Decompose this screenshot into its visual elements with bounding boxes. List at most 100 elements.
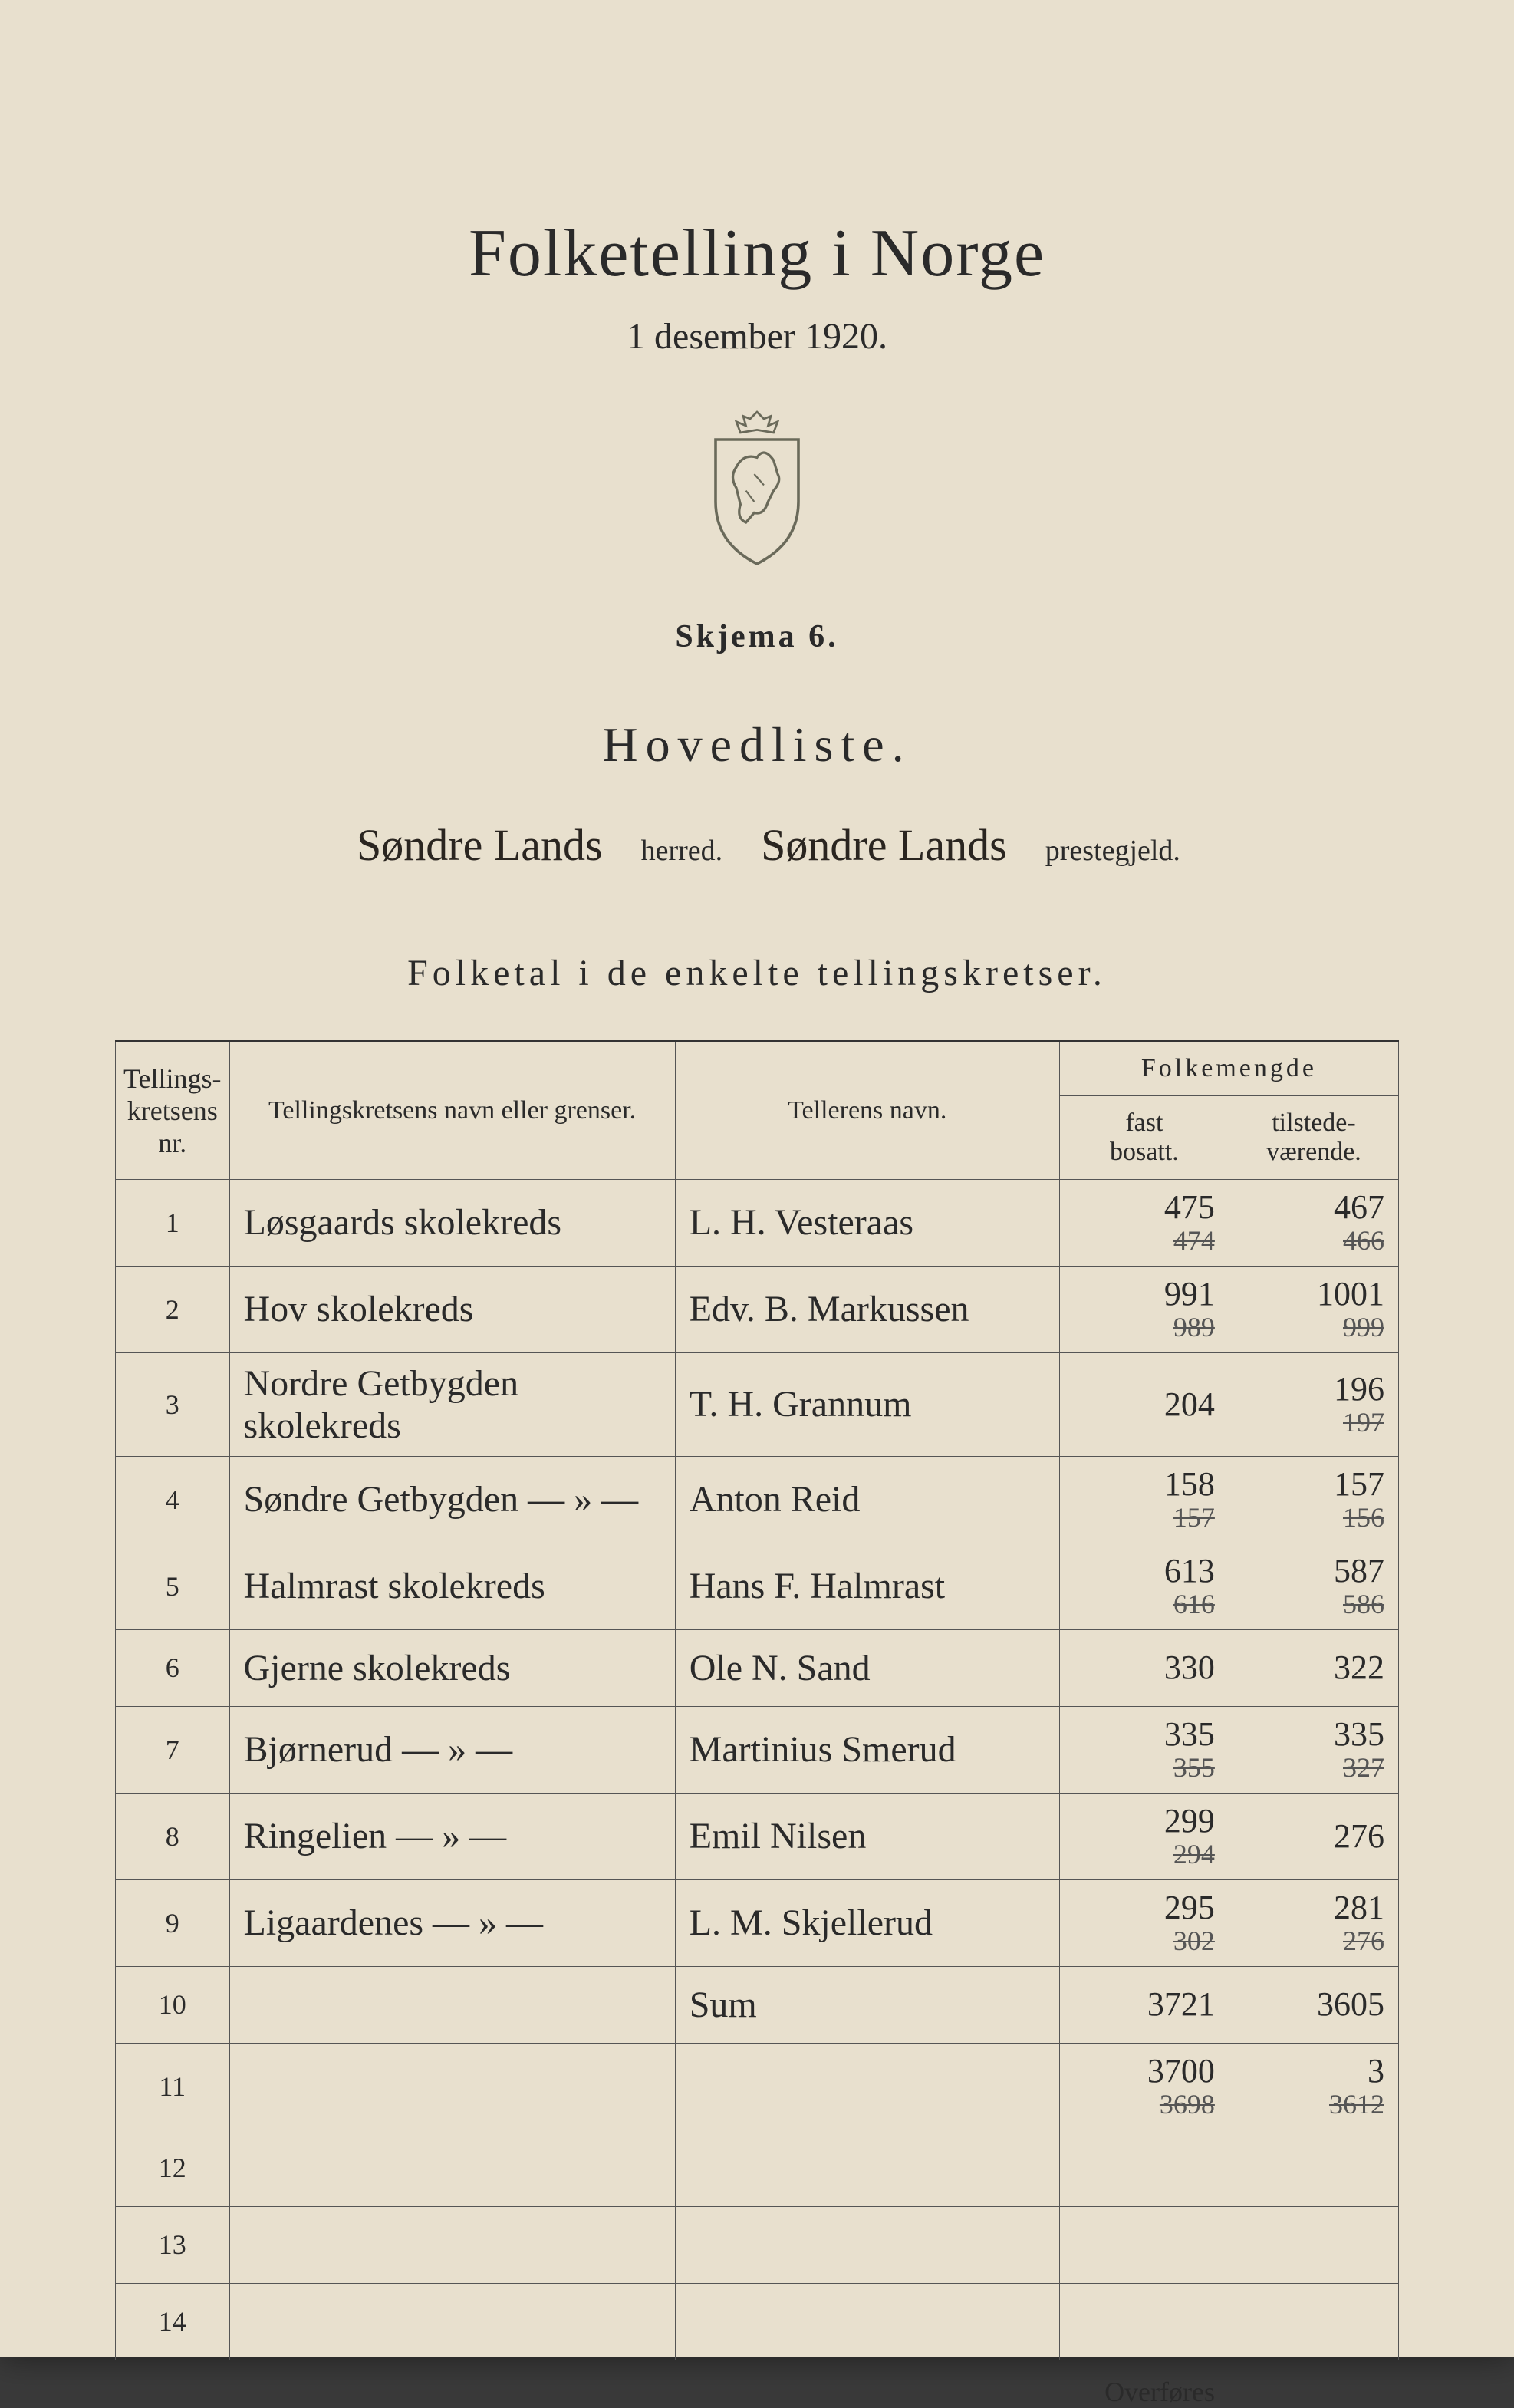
- row-number: 2: [116, 1266, 230, 1352]
- resident-count: 991989: [1059, 1266, 1229, 1352]
- counter-name: Sum: [675, 1966, 1059, 2043]
- header-counter-name: Tellerens navn.: [675, 1041, 1059, 1180]
- counter-name: Ole N. Sand: [675, 1629, 1059, 1706]
- counter-name: [675, 2283, 1059, 2360]
- table-row: 13: [116, 2206, 1399, 2283]
- row-number: 8: [116, 1793, 230, 1879]
- counter-name: L. M. Skjellerud: [675, 1879, 1059, 1966]
- table-row: 12: [116, 2130, 1399, 2206]
- carry-forward-label: Overføres: [115, 2376, 1399, 2408]
- present-count: 3605: [1229, 1966, 1398, 2043]
- present-count: [1229, 2130, 1398, 2206]
- district-name: [229, 2130, 675, 2206]
- table-row: 6Gjerne skolekredsOle N. Sand330322: [116, 1629, 1399, 1706]
- present-count: 467466: [1229, 1180, 1398, 1267]
- counter-name: L. H. Vesteraas: [675, 1180, 1059, 1267]
- counter-name: [675, 2130, 1059, 2206]
- table-row: 113700369833612: [116, 2043, 1399, 2130]
- prestegjeld-label: prestegjeld.: [1045, 834, 1180, 868]
- counter-name: Anton Reid: [675, 1456, 1059, 1543]
- resident-count: [1059, 2130, 1229, 2206]
- row-number: 5: [116, 1543, 230, 1629]
- district-name: Nordre Getbygden skolekreds: [229, 1352, 675, 1456]
- district-name: [229, 2043, 675, 2130]
- present-count: 1001999: [1229, 1266, 1398, 1352]
- table-row: 5Halmrast skolekredsHans F. Halmrast6136…: [116, 1543, 1399, 1629]
- present-count: 322: [1229, 1629, 1398, 1706]
- table-subtitle: Folketal i de enkelte tellingskretser.: [115, 952, 1399, 994]
- present-count: [1229, 2283, 1398, 2360]
- location-line: Søndre Lands herred. Søndre Lands preste…: [115, 819, 1399, 875]
- resident-count: 330: [1059, 1629, 1229, 1706]
- herred-value: Søndre Lands: [334, 819, 626, 875]
- header-resident: fast bosatt.: [1059, 1096, 1229, 1180]
- table-row: 3Nordre Getbygden skolekredsT. H. Grannu…: [116, 1352, 1399, 1456]
- header-nr: Tellings- kretsens nr.: [116, 1041, 230, 1180]
- row-number: 11: [116, 2043, 230, 2130]
- district-name: Ringelien — » —: [229, 1793, 675, 1879]
- present-count: [1229, 2206, 1398, 2283]
- district-name: [229, 2283, 675, 2360]
- district-name: [229, 2206, 675, 2283]
- district-name: Ligaardenes — » —: [229, 1879, 675, 1966]
- row-number: 12: [116, 2130, 230, 2206]
- row-number: 14: [116, 2283, 230, 2360]
- resident-count: 295302: [1059, 1879, 1229, 1966]
- row-number: 6: [116, 1629, 230, 1706]
- coat-of-arms-icon: [688, 404, 826, 572]
- census-date: 1 desember 1920.: [115, 315, 1399, 357]
- resident-count: 158157: [1059, 1456, 1229, 1543]
- resident-count: 3721: [1059, 1966, 1229, 2043]
- row-number: 4: [116, 1456, 230, 1543]
- present-count: 281276: [1229, 1879, 1398, 1966]
- table-row: 10 Sum37213605: [116, 1966, 1399, 2043]
- resident-count: [1059, 2206, 1229, 2283]
- resident-count: 204: [1059, 1352, 1229, 1456]
- header-present: tilstede- værende.: [1229, 1096, 1398, 1180]
- census-table: Tellings- kretsens nr. Tellingskretsens …: [115, 1040, 1399, 2360]
- counter-name: Edv. B. Markussen: [675, 1266, 1059, 1352]
- counter-name: T. H. Grannum: [675, 1352, 1059, 1456]
- district-name: Søndre Getbygden — » —: [229, 1456, 675, 1543]
- counter-name: Martinius Smerud: [675, 1706, 1059, 1793]
- document-header: Folketelling i Norge 1 desember 1920. Sk…: [115, 215, 1399, 994]
- header-district-name: Tellingskretsens navn eller grenser.: [229, 1041, 675, 1180]
- table-row: 2Hov skolekredsEdv. B. Markussen99198910…: [116, 1266, 1399, 1352]
- census-document-page: Folketelling i Norge 1 desember 1920. Sk…: [0, 0, 1514, 2357]
- present-count: 196197: [1229, 1352, 1398, 1456]
- district-name: Gjerne skolekreds: [229, 1629, 675, 1706]
- main-title: Folketelling i Norge: [115, 215, 1399, 292]
- resident-count: 335355: [1059, 1706, 1229, 1793]
- table-row: 9Ligaardenes — » —L. M. Skjellerud295302…: [116, 1879, 1399, 1966]
- resident-count: 299294: [1059, 1793, 1229, 1879]
- resident-count: 613616: [1059, 1543, 1229, 1629]
- counter-name: [675, 2206, 1059, 2283]
- header-population: Folkemengde: [1059, 1041, 1398, 1096]
- counter-name: [675, 2043, 1059, 2130]
- main-list-heading: Hovedliste.: [115, 716, 1399, 773]
- district-name: Hov skolekreds: [229, 1266, 675, 1352]
- row-number: 10: [116, 1966, 230, 2043]
- district-name: Halmrast skolekreds: [229, 1543, 675, 1629]
- present-count: 157156: [1229, 1456, 1398, 1543]
- present-count: 335327: [1229, 1706, 1398, 1793]
- present-count: 587586: [1229, 1543, 1398, 1629]
- district-name: Bjørnerud — » —: [229, 1706, 675, 1793]
- row-number: 13: [116, 2206, 230, 2283]
- resident-count: 37003698: [1059, 2043, 1229, 2130]
- form-number: Skjema 6.: [115, 618, 1399, 655]
- present-count: 276: [1229, 1793, 1398, 1879]
- table-row: 4Søndre Getbygden — » —Anton Reid1581571…: [116, 1456, 1399, 1543]
- row-number: 7: [116, 1706, 230, 1793]
- resident-count: [1059, 2283, 1229, 2360]
- counter-name: Hans F. Halmrast: [675, 1543, 1059, 1629]
- table-row: 8Ringelien — » —Emil Nilsen299294276: [116, 1793, 1399, 1879]
- row-number: 9: [116, 1879, 230, 1966]
- district-name: Løsgaards skolekreds: [229, 1180, 675, 1267]
- table-row: 14: [116, 2283, 1399, 2360]
- row-number: 1: [116, 1180, 230, 1267]
- herred-label: herred.: [641, 834, 723, 868]
- row-number: 3: [116, 1352, 230, 1456]
- counter-name: Emil Nilsen: [675, 1793, 1059, 1879]
- district-name: [229, 1966, 675, 2043]
